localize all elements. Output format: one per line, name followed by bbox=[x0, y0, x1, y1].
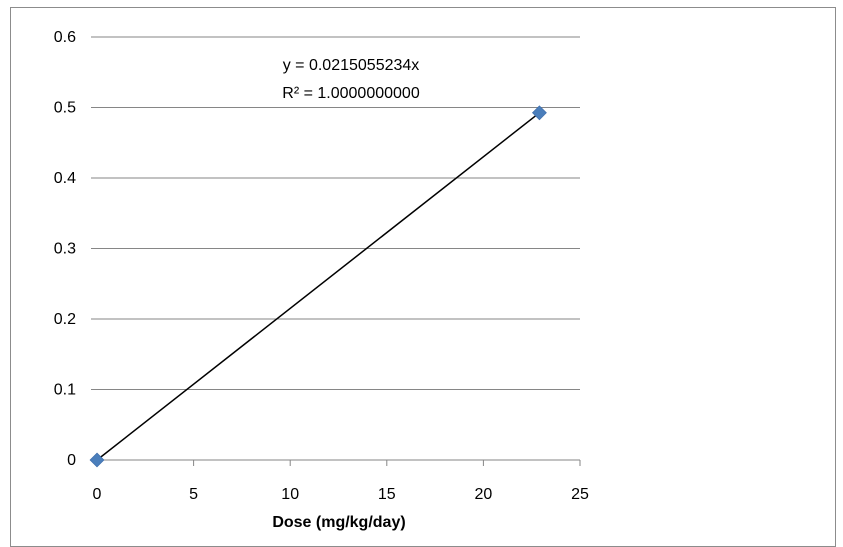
x-axis-ticks: 0 5 10 15 20 25 bbox=[93, 460, 589, 503]
trendline-equation: y = 0.0215055234x bbox=[283, 57, 420, 74]
x-tick-label: 15 bbox=[378, 486, 396, 503]
gridlines bbox=[91, 36, 580, 390]
scatter-chart: 0 5 10 15 20 25 0 0.1 0.2 0.3 0.4 0.5 0.6 y = 0.021… bbox=[54, 29, 589, 531]
y-tick-label: 0.2 bbox=[54, 311, 76, 328]
trendline bbox=[96, 112, 540, 461]
x-tick-label: 10 bbox=[281, 486, 299, 503]
x-tick-label: 0 bbox=[93, 486, 102, 503]
data-points bbox=[89, 105, 547, 468]
y-tick-label: 0.5 bbox=[54, 100, 76, 117]
x-tick-label: 5 bbox=[189, 486, 198, 503]
y-tick-label: 0.6 bbox=[54, 29, 76, 46]
y-tick-label: 0.4 bbox=[54, 170, 76, 187]
y-tick-label: 0.3 bbox=[54, 241, 76, 258]
y-tick-label: 0 bbox=[67, 452, 76, 469]
chart-area bbox=[10, 7, 836, 547]
trendline-r-squared: R² = 1.0000000000 bbox=[282, 85, 420, 102]
x-tick-label: 20 bbox=[475, 486, 493, 503]
data-point bbox=[532, 105, 547, 121]
y-tick-label: 0.1 bbox=[54, 382, 76, 399]
trendline-group bbox=[96, 112, 540, 461]
x-tick-label: 25 bbox=[571, 486, 589, 503]
data-point bbox=[89, 452, 105, 468]
x-axis-title: Dose (mg/kg/day) bbox=[272, 514, 405, 531]
y-axis-ticks: 0 0.1 0.2 0.3 0.4 0.5 0.6 bbox=[54, 29, 76, 469]
